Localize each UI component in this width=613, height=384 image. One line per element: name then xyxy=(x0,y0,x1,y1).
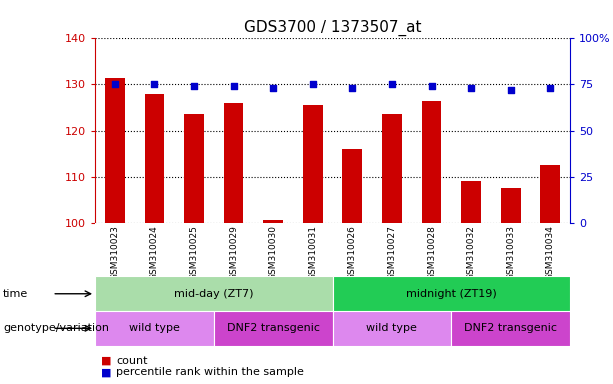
Text: DNF2 transgenic: DNF2 transgenic xyxy=(227,323,319,333)
Bar xyxy=(461,181,481,223)
Point xyxy=(229,83,238,89)
Point xyxy=(506,87,516,93)
Text: GSM310027: GSM310027 xyxy=(387,225,397,280)
Bar xyxy=(95,311,214,346)
Title: GDS3700 / 1373507_at: GDS3700 / 1373507_at xyxy=(244,20,421,36)
Text: time: time xyxy=(3,289,28,299)
Bar xyxy=(422,101,441,223)
Text: GSM310025: GSM310025 xyxy=(189,225,199,280)
Point xyxy=(189,83,199,89)
Bar xyxy=(332,276,570,311)
Text: count: count xyxy=(116,356,148,366)
Point xyxy=(268,85,278,91)
Text: midnight (ZT19): midnight (ZT19) xyxy=(406,289,497,299)
Bar xyxy=(382,114,402,223)
Bar xyxy=(541,165,560,223)
Point xyxy=(348,85,357,91)
Bar xyxy=(214,311,332,346)
Point xyxy=(387,81,397,88)
Text: DNF2 transgenic: DNF2 transgenic xyxy=(464,323,557,333)
Point xyxy=(150,81,159,88)
Bar xyxy=(184,114,204,223)
Bar xyxy=(263,220,283,223)
Bar xyxy=(332,311,451,346)
Bar xyxy=(303,105,322,223)
Bar xyxy=(145,94,164,223)
Bar xyxy=(105,78,124,223)
Point xyxy=(110,81,120,88)
Point xyxy=(546,85,555,91)
Text: GSM310029: GSM310029 xyxy=(229,225,238,280)
Text: GSM310031: GSM310031 xyxy=(308,225,318,280)
Text: genotype/variation: genotype/variation xyxy=(3,323,109,333)
Bar xyxy=(224,103,243,223)
Text: GSM310026: GSM310026 xyxy=(348,225,357,280)
Text: GSM310028: GSM310028 xyxy=(427,225,436,280)
Bar xyxy=(343,149,362,223)
Text: GSM310023: GSM310023 xyxy=(110,225,120,280)
Bar xyxy=(501,188,520,223)
Text: mid-day (ZT7): mid-day (ZT7) xyxy=(174,289,254,299)
Bar xyxy=(451,311,570,346)
Text: GSM310034: GSM310034 xyxy=(546,225,555,280)
Text: GSM310032: GSM310032 xyxy=(466,225,476,280)
Text: GSM310030: GSM310030 xyxy=(268,225,278,280)
Text: GSM310024: GSM310024 xyxy=(150,225,159,280)
Text: ■: ■ xyxy=(101,356,112,366)
Text: wild type: wild type xyxy=(129,323,180,333)
Point xyxy=(466,85,476,91)
Text: wild type: wild type xyxy=(367,323,417,333)
Text: ■: ■ xyxy=(101,367,112,377)
Point xyxy=(427,83,436,89)
Text: percentile rank within the sample: percentile rank within the sample xyxy=(116,367,304,377)
Bar xyxy=(95,276,332,311)
Text: GSM310033: GSM310033 xyxy=(506,225,515,280)
Point xyxy=(308,81,318,88)
